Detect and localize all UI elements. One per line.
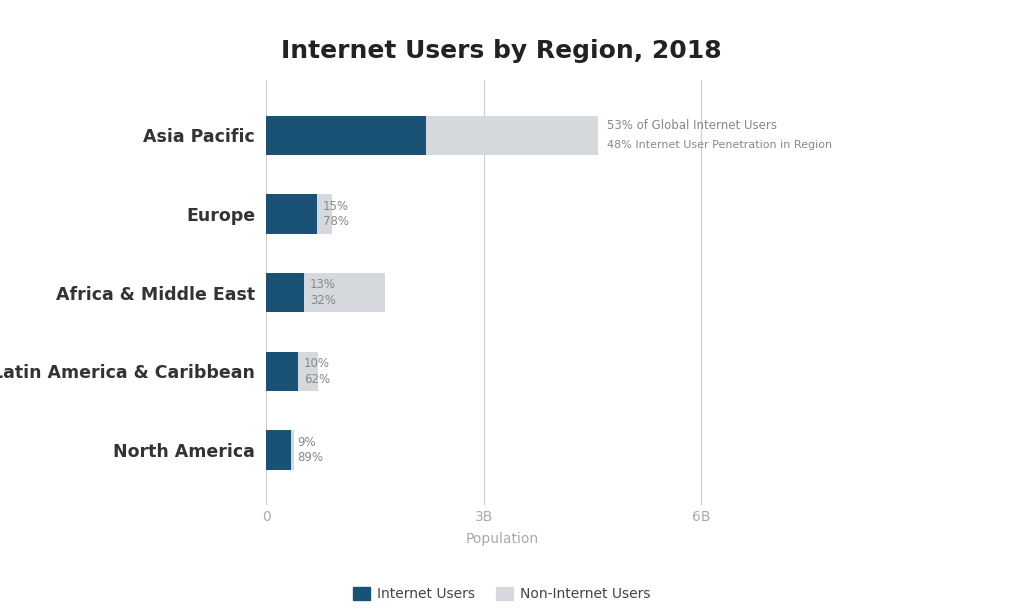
Text: 62%: 62% — [304, 373, 330, 386]
Bar — [291, 431, 294, 469]
Bar — [266, 352, 298, 391]
Text: 15%: 15% — [324, 200, 349, 213]
Text: 13%: 13% — [310, 278, 336, 291]
Bar — [426, 116, 598, 155]
Bar — [266, 116, 426, 155]
Text: 78%: 78% — [324, 215, 349, 229]
X-axis label: Population: Population — [465, 532, 539, 546]
Text: 10%: 10% — [304, 357, 330, 370]
Text: 32%: 32% — [310, 294, 336, 307]
Text: 9%: 9% — [297, 436, 315, 448]
Text: 48% Internet User Penetration in Region: 48% Internet User Penetration in Region — [607, 140, 831, 150]
Text: 89%: 89% — [297, 452, 323, 464]
Bar — [266, 273, 304, 312]
Text: 53% of Global Internet Users: 53% of Global Internet Users — [607, 120, 777, 132]
Bar — [266, 194, 317, 233]
Bar — [298, 352, 317, 391]
Bar — [304, 273, 385, 312]
Legend: Internet Users, Non-Internet Users: Internet Users, Non-Internet Users — [348, 582, 655, 607]
Bar — [317, 194, 332, 233]
Bar — [266, 431, 291, 469]
Title: Internet Users by Region, 2018: Internet Users by Region, 2018 — [282, 39, 722, 63]
